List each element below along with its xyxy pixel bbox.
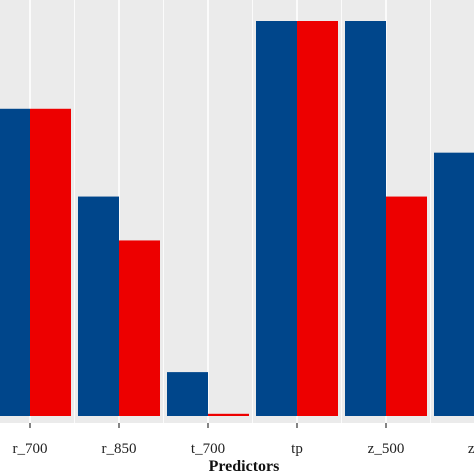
- x-axis-title: Predictors: [209, 458, 280, 474]
- bar-tp-series-1: [256, 21, 297, 416]
- x-tick-label-t_700: t_700: [191, 441, 225, 457]
- x-tick-label-z_: z_: [468, 441, 474, 457]
- bar-z_500-series-1: [345, 21, 386, 416]
- bar-tp-series-2: [297, 21, 338, 416]
- bars-group: [0, 21, 474, 417]
- x-tick-label-r_700: r_700: [13, 441, 48, 457]
- bar-r_850-series-1: [78, 196, 119, 416]
- bar-r_850-series-2: [119, 240, 160, 416]
- bar-z_-series-1: [434, 152, 474, 416]
- bar-r_700-series-2: [30, 108, 71, 417]
- bar-t_700-series-1: [167, 372, 208, 416]
- x-tick-label-z_500: z_500: [368, 441, 405, 457]
- x-tick-labels: r_700 r_850 t_700 tp z_500 z_: [13, 441, 474, 457]
- bar-r_700-series-1: [0, 108, 30, 417]
- x-tick-label-tp: tp: [291, 441, 303, 457]
- bar-z_500-series-2: [386, 196, 427, 416]
- x-ticks: [29, 423, 387, 428]
- bar-t_700-series-2: [208, 413, 249, 416]
- x-tick-label-r_850: r_850: [102, 441, 137, 457]
